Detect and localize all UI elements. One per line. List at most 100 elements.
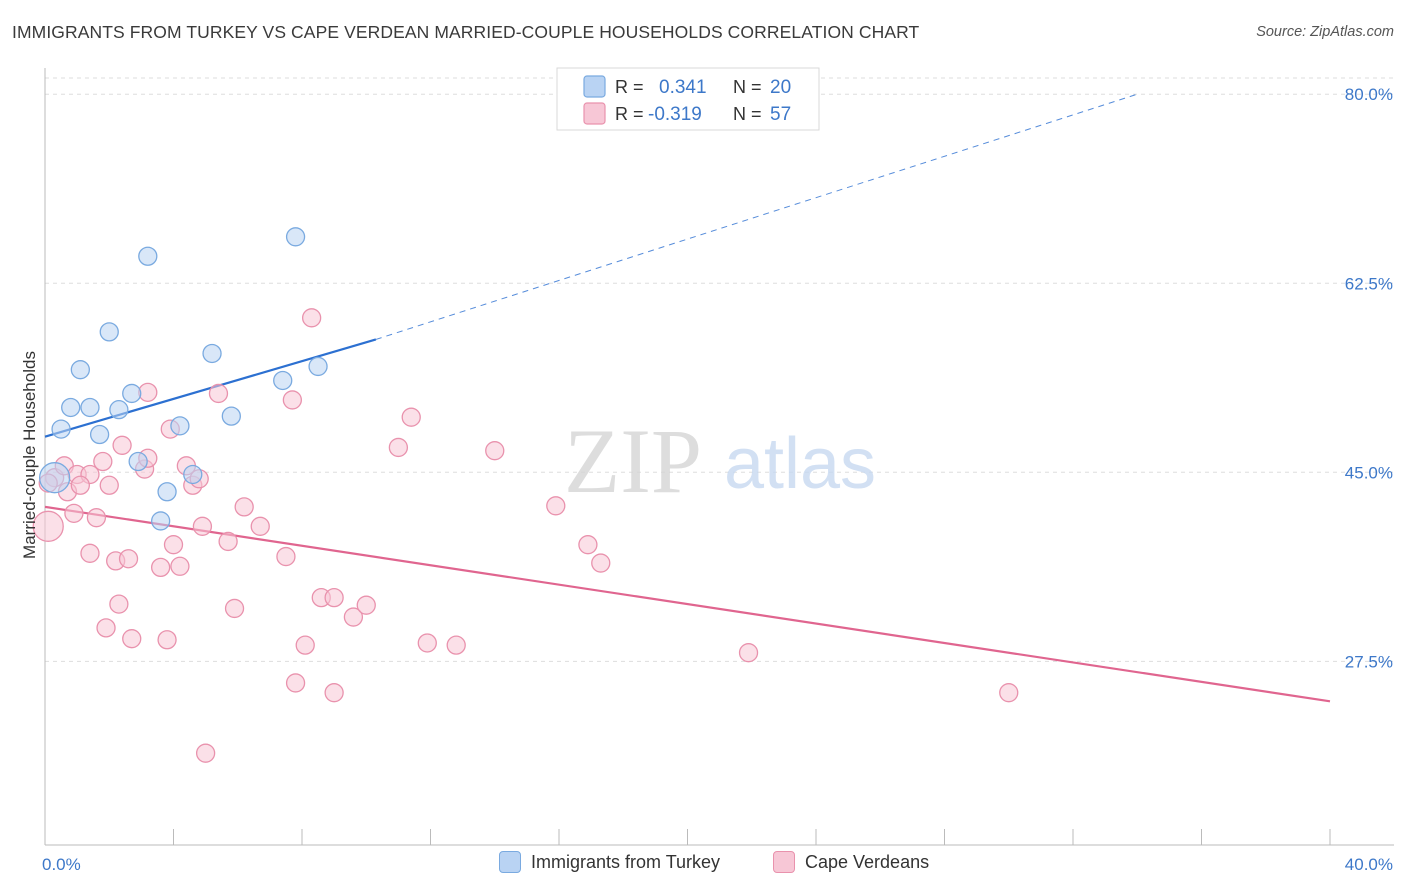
legend-n-value: 57	[770, 104, 791, 125]
legend-r-label: R =	[615, 77, 644, 97]
point-cape-verdeans	[170, 556, 190, 576]
grid-lines	[45, 77, 1394, 662]
watermark-zip: ZIP	[564, 410, 702, 512]
legend-item-cape-verdeans: Cape Verdeans	[773, 851, 929, 873]
trend-line-turkey-extension	[375, 93, 1138, 340]
point-cape-verdeans	[282, 390, 303, 410]
point-turkey	[183, 464, 203, 485]
point-cape-verdeans	[138, 382, 158, 403]
legend-r-value: 0.341	[659, 77, 707, 98]
point-cape-verdeans	[446, 635, 466, 655]
point-cape-verdeans	[324, 683, 344, 703]
point-cape-verdeans	[578, 535, 598, 555]
x-tick-label: 40.0%	[1345, 855, 1393, 874]
point-cape-verdeans	[218, 531, 238, 552]
legend-correlation: R = 0.341 N = 20 R = -0.319 N = 57	[556, 67, 820, 131]
x-tick-label: 0.0%	[42, 855, 81, 874]
point-cape-verdeans	[343, 607, 364, 627]
axes	[44, 68, 1394, 846]
point-turkey	[51, 419, 71, 439]
y-tick-label: 62.5%	[1345, 274, 1393, 293]
point-turkey	[157, 482, 177, 502]
point-cape-verdeans	[93, 451, 113, 472]
point-cape-verdeans	[234, 497, 254, 517]
point-turkey	[150, 511, 171, 531]
point-turkey	[109, 399, 129, 420]
point-cape-verdeans	[591, 553, 611, 573]
point-turkey	[61, 397, 81, 418]
legend-item-turkey: Immigrants from Turkey	[499, 851, 720, 873]
source-credit: Source: ZipAtlas.com	[1256, 24, 1394, 40]
legend-r-value: -0.319	[648, 104, 702, 125]
point-turkey	[38, 462, 71, 494]
point-cape-verdeans	[86, 508, 107, 528]
point-turkey	[89, 424, 110, 445]
point-cape-verdeans	[118, 549, 139, 569]
data-points	[32, 227, 1019, 763]
point-turkey	[128, 451, 148, 472]
legend-pink-swatch	[583, 102, 606, 125]
point-turkey	[80, 397, 100, 418]
point-cape-verdeans	[324, 587, 344, 608]
point-cape-verdeans	[546, 496, 566, 516]
y-tick-labels: 80.0% 62.5% 45.0% 27.5%	[1345, 85, 1393, 671]
legend-n-value: 20	[770, 77, 791, 98]
point-turkey	[308, 356, 328, 377]
point-turkey	[170, 416, 190, 436]
point-cape-verdeans	[112, 435, 132, 455]
legend-label: Cape Verdeans	[805, 851, 930, 872]
point-cape-verdeans	[224, 598, 245, 619]
legend-series: Immigrants from Turkey Cape Verdeans	[0, 851, 1406, 879]
y-tick-label: 45.0%	[1345, 463, 1393, 482]
trend-line-turkey	[44, 338, 377, 438]
point-cape-verdeans	[96, 618, 116, 638]
point-cape-verdeans	[356, 595, 376, 615]
chart-title: IMMIGRANTS FROM TURKEY VS CAPE VERDEAN M…	[12, 22, 920, 42]
point-cape-verdeans	[64, 503, 84, 524]
point-cape-verdeans	[485, 441, 505, 461]
trend-line-cape-verdeans	[44, 505, 1331, 703]
legend-blue-swatch	[583, 75, 606, 98]
point-cape-verdeans	[99, 475, 119, 495]
y-tick-label: 27.5%	[1345, 652, 1393, 671]
legend-r-label: R =	[615, 104, 644, 124]
point-cape-verdeans	[250, 516, 270, 536]
point-cape-verdeans	[417, 633, 437, 653]
point-cape-verdeans	[401, 407, 421, 427]
point-turkey	[221, 406, 241, 426]
point-turkey	[99, 322, 119, 342]
point-cape-verdeans	[295, 635, 315, 655]
x-tick-labels: 0.0% 40.0%	[42, 855, 1393, 874]
point-turkey	[202, 343, 222, 364]
watermark: ZIP atlas	[564, 410, 876, 512]
point-turkey	[70, 360, 90, 380]
point-cape-verdeans	[192, 516, 213, 536]
point-cape-verdeans	[109, 594, 129, 614]
watermark-atlas: atlas	[724, 424, 876, 504]
point-cape-verdeans	[122, 629, 142, 649]
point-turkey	[138, 246, 158, 266]
trend-lines	[44, 93, 1331, 703]
point-turkey	[273, 370, 293, 391]
legend-label: Immigrants from Turkey	[531, 851, 721, 872]
point-cape-verdeans	[157, 630, 177, 650]
y-axis-label: Married-couple Households	[20, 351, 39, 559]
legend-swatch-blue	[499, 851, 521, 873]
point-cape-verdeans	[999, 683, 1019, 703]
point-cape-verdeans	[276, 546, 296, 567]
point-cape-verdeans	[301, 308, 322, 328]
legend-n-label: N =	[733, 77, 762, 97]
point-cape-verdeans	[150, 557, 171, 578]
point-cape-verdeans	[163, 535, 184, 555]
point-turkey	[122, 383, 142, 404]
point-cape-verdeans	[738, 643, 759, 663]
point-turkey	[285, 227, 306, 247]
point-cape-verdeans	[208, 383, 229, 404]
legend-n-label: N =	[733, 104, 762, 124]
point-cape-verdeans	[32, 510, 64, 542]
point-cape-verdeans	[388, 437, 409, 458]
point-cape-verdeans	[195, 743, 216, 763]
legend-swatch-pink	[773, 851, 795, 873]
point-cape-verdeans	[285, 673, 306, 693]
